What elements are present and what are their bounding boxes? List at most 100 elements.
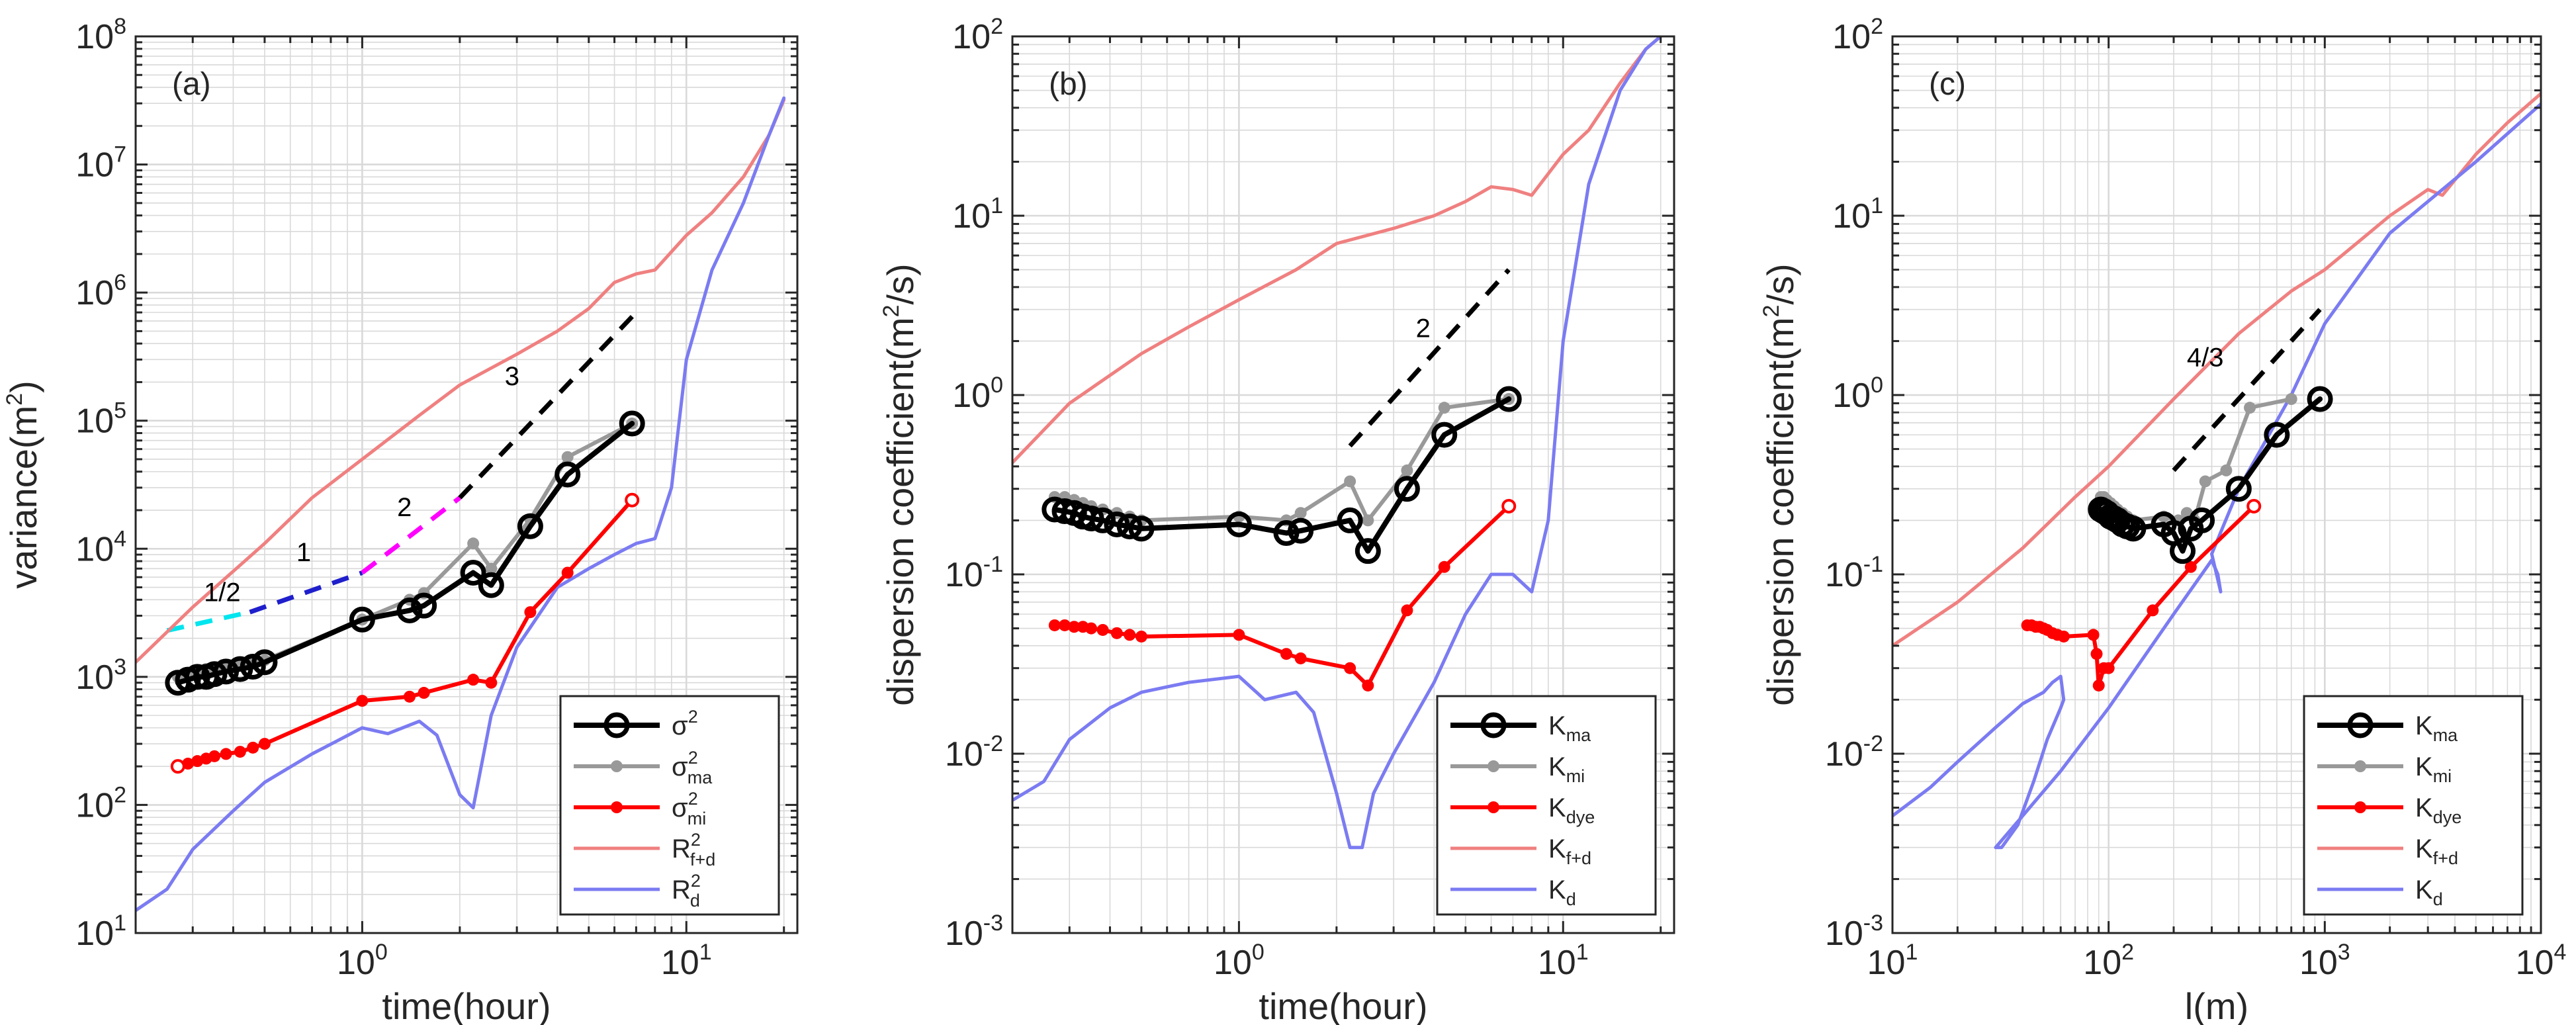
legend-entry-kfd: Kf+d <box>1450 834 1591 868</box>
tick-exponent: 3 <box>2338 940 2350 965</box>
tick-base: 10 <box>2516 944 2554 982</box>
tick-base: 10 <box>661 944 699 982</box>
x-tick-label: 101 <box>1538 940 1589 982</box>
legend-marker <box>1480 712 1507 738</box>
legend-symbol: R <box>672 875 691 905</box>
axes-box <box>134 35 799 934</box>
slope-label: 1 <box>296 538 311 567</box>
legend-label: Kd <box>1548 875 1576 909</box>
data-point <box>1068 621 1081 633</box>
data-point <box>2087 629 2100 641</box>
legend-entry-ma_gray: σ2 ma <box>574 748 713 787</box>
data-point <box>1495 386 1522 412</box>
data-point <box>1362 679 1374 691</box>
legend-label: R2 d <box>672 871 701 911</box>
data-point <box>2170 538 2196 564</box>
y-label-tail: /s) <box>879 263 921 304</box>
y-tick-label: 10-3 <box>945 911 1003 953</box>
data-point <box>1096 623 1109 636</box>
y-tick-label: 10-1 <box>1825 552 1883 594</box>
legend-label: Kdye <box>1548 793 1595 827</box>
tick-base: 10 <box>75 914 114 953</box>
y-label-sup: 2 <box>2 393 27 406</box>
y-tick-label: 101 <box>952 193 1003 236</box>
tick-exponent: 2 <box>1871 14 1883 39</box>
data-point <box>349 606 375 633</box>
data-point <box>1344 662 1356 674</box>
legend-symbol: σ <box>672 711 688 740</box>
legend-sub: dye <box>1566 807 1595 827</box>
slope-label: 4/3 <box>2187 343 2224 372</box>
legend-sub: mi <box>688 809 707 828</box>
tick-base: 10 <box>1825 914 1863 953</box>
x-tick-label: 101 <box>1867 940 1918 982</box>
tick-base: 10 <box>952 197 991 236</box>
legend-sub: f+d <box>1566 848 1591 868</box>
tick-base: 10 <box>75 530 114 568</box>
y-tick-label: 104 <box>75 526 126 568</box>
data-point <box>1059 619 1071 631</box>
tick-exponent: -3 <box>983 911 1003 936</box>
legend-sub: f+d <box>2433 848 2458 868</box>
data-point <box>2264 422 2290 448</box>
legend-symbol: K <box>1548 834 1566 864</box>
x-axis-label: time(hour) <box>382 985 551 1025</box>
legend-marker <box>1488 760 1499 772</box>
slope-label: 3 <box>505 362 519 391</box>
y-tick-label: 10-2 <box>945 731 1003 774</box>
legend-sub: ma <box>688 768 713 787</box>
legend-label: R2 f+d <box>672 830 715 869</box>
legend-sup: 2 <box>688 707 698 727</box>
series-kma <box>1042 386 1522 564</box>
data-point <box>1431 422 1458 448</box>
tick-base: 10 <box>75 146 114 185</box>
data-point <box>1104 511 1130 537</box>
tick-base: 10 <box>75 274 114 312</box>
x-tick-label: 104 <box>2516 940 2567 982</box>
legend-entry-kdye: Kdye <box>1450 793 1595 827</box>
data-point <box>213 658 240 685</box>
legend-entry-sigma: σ2 <box>574 707 698 740</box>
data-point <box>227 656 253 682</box>
y-tick-label: 101 <box>1832 193 1883 236</box>
legend-label: Kmi <box>2415 752 2452 786</box>
panel-label: (b) <box>1049 67 1088 102</box>
data-point <box>2057 630 2070 643</box>
tick-base: 10 <box>952 18 991 56</box>
data-point-start <box>170 759 185 774</box>
series-line <box>136 96 786 913</box>
panel-label: (c) <box>1929 67 1966 102</box>
y-axis-label: dispersion coefficient(m2/s) <box>879 263 921 705</box>
tick-base: 10 <box>945 914 983 953</box>
data-point <box>1362 514 1374 527</box>
data-point <box>201 661 228 688</box>
ticks <box>1891 35 2542 934</box>
data-point <box>1401 604 1413 617</box>
tick-base: 10 <box>75 658 114 697</box>
data-point <box>403 690 416 703</box>
legend-label: σ2 ma <box>672 748 713 787</box>
data-point <box>1225 511 1252 537</box>
legend-marker <box>603 712 630 738</box>
legend-entry-rd: R2 d <box>574 871 701 911</box>
data-point <box>240 654 266 680</box>
series-line <box>1892 91 2541 648</box>
legend-marker <box>611 801 623 813</box>
series-sigma <box>165 410 645 696</box>
data-point <box>2184 560 2197 573</box>
legend-sub: ma <box>2433 725 2458 745</box>
y-tick-label: 108 <box>75 14 126 56</box>
series-kma <box>2088 386 2333 564</box>
tick-exponent: 0 <box>375 940 388 965</box>
tick-exponent: 1 <box>1905 940 1918 965</box>
data-point <box>1085 622 1098 635</box>
tick-base: 10 <box>1538 944 1576 982</box>
ticks <box>134 35 797 934</box>
legend-label: Kf+d <box>2415 834 2458 868</box>
data-point <box>2220 464 2233 476</box>
y-tick-label: 103 <box>75 654 126 697</box>
legend-sup: 2 <box>688 789 698 809</box>
tick-base: 10 <box>1832 197 1871 236</box>
data-point <box>1294 652 1307 664</box>
legend-marker <box>611 760 623 772</box>
